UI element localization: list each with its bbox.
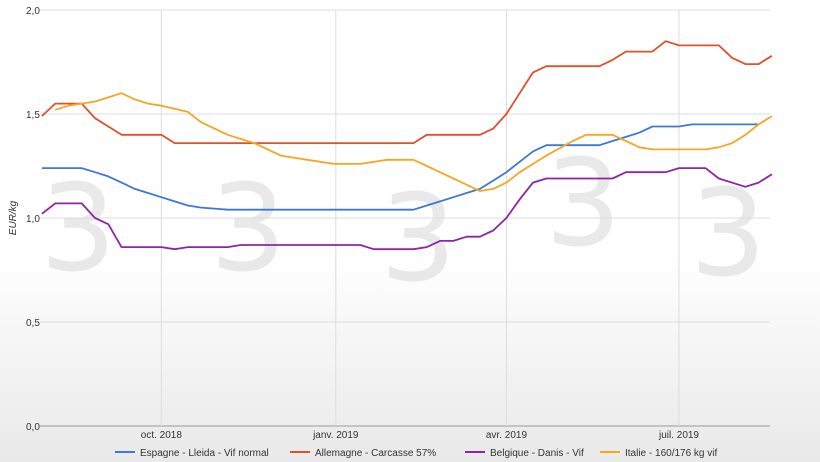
legend-label: Belgique - Danis - Vif xyxy=(490,448,584,459)
legend-label: Allemagne - Carcasse 57% xyxy=(315,448,436,459)
watermark-logo: 3 xyxy=(40,160,116,299)
gridlines xyxy=(40,9,770,427)
series-line-3 xyxy=(41,167,773,251)
y-tick-label: 0,5 xyxy=(26,318,40,329)
x-tick-label: juil. 2019 xyxy=(658,430,699,441)
series-line-4 xyxy=(54,92,773,192)
y-tick-label: 0,0 xyxy=(26,422,40,433)
legend-label: Italie - 160/176 kg vif xyxy=(625,448,717,459)
x-axis-ticks: oct. 2018 janv. 2019 avr. 2019 juil. 2019 xyxy=(141,430,700,441)
series-line-2 xyxy=(41,40,773,144)
x-tick-label: janv. 2019 xyxy=(312,430,359,441)
y-tick-label: 1,0 xyxy=(26,214,40,225)
legend-label: Espagne - Lleida - Vif normal xyxy=(140,448,269,459)
y-axis-title: EUR/kg xyxy=(8,200,19,235)
y-tick-label: 2,0 xyxy=(26,6,40,17)
series-layer xyxy=(41,40,773,251)
legend: Espagne - Lleida - Vif normal Allemagne -… xyxy=(115,448,717,459)
y-tick-label: 1,5 xyxy=(26,110,40,121)
y-axis-ticks: 0,0 0,5 1,0 1,5 2,0 xyxy=(26,6,40,433)
watermark-logo: 3 xyxy=(210,160,286,299)
watermark-logo: 3 xyxy=(380,170,456,309)
x-tick-label: avr. 2019 xyxy=(486,430,528,441)
watermark-logo: 3 xyxy=(690,165,766,304)
watermark-logo: 3 xyxy=(545,135,621,274)
x-tick-label: oct. 2018 xyxy=(141,430,183,441)
